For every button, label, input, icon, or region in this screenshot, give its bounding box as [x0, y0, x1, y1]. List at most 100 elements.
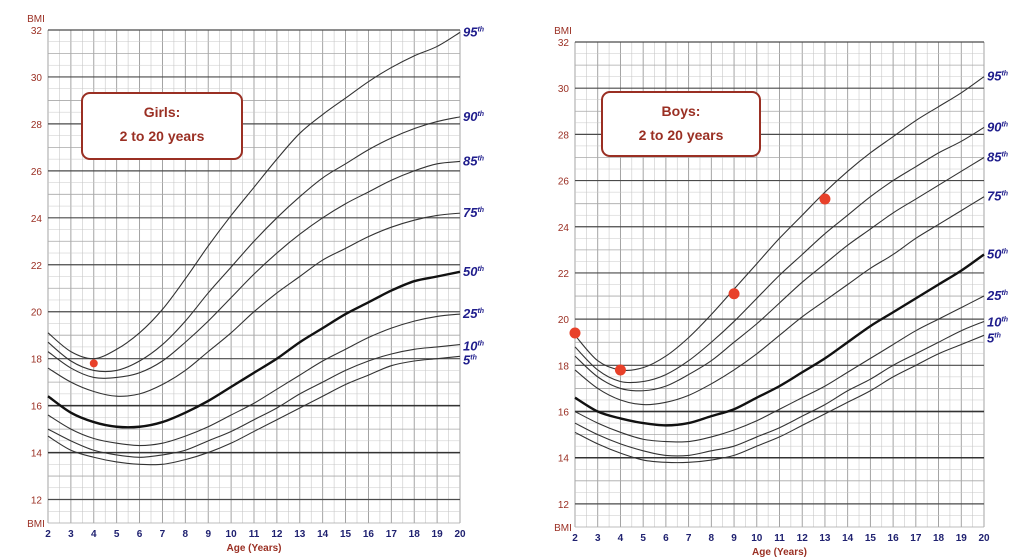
percentile-curves — [47, 31, 461, 466]
y-axis-ticks: 12 14 16 18 20 22 24 26 28 30 32 — [31, 26, 43, 507]
boys-bmi-chart: 12 14 16 18 20 22 24 26 28 30 32 BMI BMI 2 3 4 5 6 7 8 9 10 11… — [528, 0, 1025, 560]
y-tick-label: 32 — [558, 38, 570, 49]
bmi-data-point — [89, 359, 98, 368]
percentile-label-suffix: th — [477, 207, 484, 214]
x-axis-label: Age (Years) — [752, 547, 807, 558]
percentile-label-suffix: th — [477, 26, 484, 33]
percentile-label-number: 25 — [986, 288, 1002, 303]
percentile-curve-10th — [47, 344, 461, 458]
title-box-frame — [601, 91, 761, 157]
y-tick-label: 18 — [558, 361, 570, 372]
x-tick-label: 15 — [865, 533, 877, 544]
percentile-label-suffix: th — [994, 332, 1001, 339]
x-tick-label: 15 — [340, 529, 352, 540]
x-tick-label: 16 — [363, 529, 375, 540]
percentile-curve-75th — [574, 196, 985, 406]
percentile-label-number: 10 — [987, 314, 1002, 329]
x-tick-label: 4 — [618, 533, 624, 544]
percentile-label-number: 5 — [463, 352, 471, 367]
y-tick-label: 14 — [31, 449, 43, 460]
x-axis-label: Age (Years) — [226, 543, 281, 554]
x-tick-label: 19 — [956, 533, 968, 544]
percentile-label-75th: 75th — [463, 205, 484, 220]
percentile-curve-85th — [47, 160, 461, 379]
x-tick-label: 6 — [137, 529, 143, 540]
percentile-curve-5th — [574, 334, 985, 464]
x-tick-label: 3 — [595, 533, 601, 544]
chart-title-line1: Boys: — [662, 103, 701, 119]
percentile-label-25th: 25th — [462, 306, 484, 321]
percentile-label-number: 75 — [987, 189, 1002, 204]
percentile-curve-75th — [47, 212, 461, 397]
percentile-label-suffix: th — [1001, 316, 1008, 323]
x-tick-label: 17 — [386, 529, 398, 540]
percentile-curve-95th — [574, 76, 985, 371]
percentile-label-suffix: th — [477, 266, 484, 273]
percentile-label-suffix: th — [1001, 121, 1008, 128]
x-tick-label: 20 — [978, 533, 990, 544]
x-tick-label: 7 — [160, 529, 166, 540]
y-tick-label: 20 — [558, 315, 570, 326]
percentile-curve-95th — [47, 31, 461, 360]
percentile-label-75th: 75th — [987, 189, 1008, 204]
y-tick-label: 30 — [31, 73, 43, 84]
x-tick-label: 11 — [774, 533, 785, 544]
y-tick-label: 22 — [558, 269, 570, 280]
x-tick-label: 16 — [888, 533, 900, 544]
x-tick-label: 20 — [454, 529, 466, 540]
percentile-label-number: 85 — [987, 149, 1002, 164]
percentile-label-number: 90 — [987, 119, 1002, 134]
girls-bmi-chart: 12 14 16 18 20 22 24 26 28 30 32 BMI BMI 2 3 4 5 6 7 8 9 10 11… — [27, 14, 484, 554]
percentile-curve-50th — [47, 270, 461, 429]
percentile-label-85th: 85th — [463, 153, 484, 168]
markers — [89, 359, 98, 368]
y-tick-label: 12 — [558, 500, 570, 511]
x-tick-label: 17 — [910, 533, 922, 544]
y-tick-label: 32 — [31, 26, 43, 37]
x-tick-label: 6 — [663, 533, 669, 544]
x-tick-label: 14 — [317, 529, 329, 540]
chart-title-line2: 2 to 20 years — [639, 127, 724, 143]
percentile-label-25th: 25th — [986, 288, 1008, 303]
x-tick-label: 4 — [91, 529, 97, 540]
percentile-curve-25th — [47, 313, 461, 447]
x-tick-label: 5 — [114, 529, 120, 540]
x-tick-label: 12 — [797, 533, 809, 544]
percentile-label-50th: 50th — [463, 264, 484, 279]
percentile-curve-5th — [47, 355, 461, 466]
y-tick-label: 16 — [31, 402, 43, 413]
percentile-label-95th: 95th — [987, 69, 1008, 84]
x-tick-label: 13 — [819, 533, 831, 544]
percentile-label-number: 85 — [463, 153, 478, 168]
percentile-label-suffix: th — [1001, 151, 1008, 158]
percentile-label-5th: 5th — [987, 330, 1001, 345]
percentile-label-suffix: th — [477, 111, 484, 118]
percentile-label-number: 75 — [463, 205, 478, 220]
percentile-label-suffix: th — [1001, 290, 1008, 297]
percentile-label-50th: 50th — [987, 246, 1008, 261]
bmi-data-point — [569, 327, 581, 339]
markers — [569, 193, 831, 376]
x-tick-label: 10 — [226, 529, 238, 540]
y-tick-label: 12 — [31, 496, 43, 507]
percentile-label-number: 50 — [463, 264, 478, 279]
percentile-label-suffix: th — [477, 308, 484, 315]
y-axis-ticks: 12 14 16 18 20 22 24 26 28 30 32 — [558, 38, 570, 511]
x-tick-label: 10 — [751, 533, 763, 544]
y-tick-label: 14 — [558, 454, 570, 465]
x-tick-label: 18 — [933, 533, 945, 544]
y-tick-label: 24 — [31, 214, 43, 225]
percentile-label-suffix: th — [477, 341, 484, 348]
percentile-label-number: 5 — [987, 330, 995, 345]
y-tick-label: 26 — [31, 167, 43, 178]
percentile-label-number: 50 — [987, 246, 1002, 261]
y-tick-label: 28 — [31, 120, 43, 131]
y-tick-label: 24 — [558, 223, 570, 234]
chart-title-line2: 2 to 20 years — [120, 128, 205, 144]
y-axis-label-top: BMI — [27, 14, 45, 25]
percentile-label-number: 25 — [462, 306, 478, 321]
x-tick-label: 13 — [294, 529, 306, 540]
y-tick-label: 16 — [558, 408, 570, 419]
